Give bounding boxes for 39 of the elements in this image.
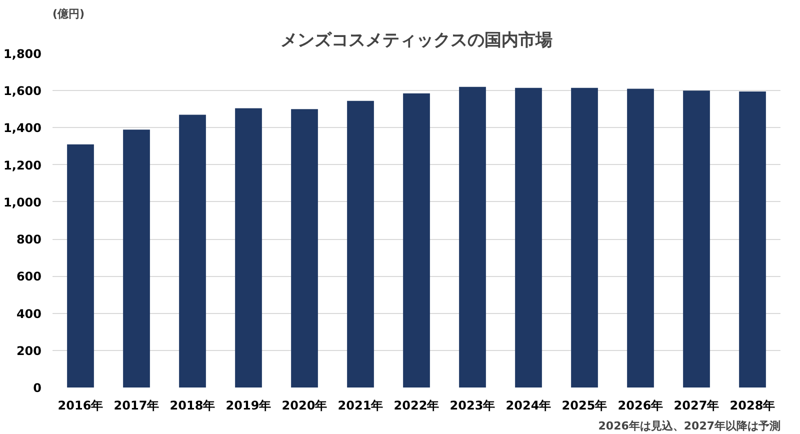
bar xyxy=(627,88,654,388)
y-tick-label: 1,000 xyxy=(4,195,42,210)
bar xyxy=(515,88,542,388)
bar xyxy=(459,86,486,388)
bar xyxy=(739,92,766,388)
y-tick-label: 600 xyxy=(16,270,42,284)
y-tick-label: 200 xyxy=(16,344,42,358)
x-tick-label: 2021年 xyxy=(338,398,384,412)
x-tick-label: 2028年 xyxy=(730,398,776,412)
x-tick-label: 2027年 xyxy=(674,398,720,412)
x-tick-label: 2026年 xyxy=(618,398,664,412)
bar xyxy=(403,93,430,388)
bar xyxy=(123,130,150,388)
bar xyxy=(291,109,318,388)
y-tick-label: 1,800 xyxy=(4,47,42,61)
y-axis-title: (億円) xyxy=(52,8,85,20)
x-tick-label: 2023年 xyxy=(450,398,496,412)
y-tick-label: 400 xyxy=(16,306,42,321)
bar xyxy=(179,114,206,388)
y-tick-label: 1,600 xyxy=(4,84,42,98)
y-tick-label: 0 xyxy=(33,381,42,395)
text: 2026年は見込、2027年以降は予測 xyxy=(598,420,781,432)
bar xyxy=(683,90,710,388)
y-tick-label: 800 xyxy=(16,232,42,247)
bar xyxy=(347,100,374,388)
x-tick-label: 2022年 xyxy=(394,398,440,412)
bar xyxy=(571,88,598,388)
x-tick-label: 2018年 xyxy=(170,398,216,412)
x-tick-label: 2024年 xyxy=(506,398,552,412)
x-tick-label: 2025年 xyxy=(562,398,608,412)
x-tick-label: 2017年 xyxy=(114,398,160,412)
x-tick-label: 2020年 xyxy=(282,398,328,412)
x-tick-label: 2016年 xyxy=(58,398,104,412)
x-tick-label: 2019年 xyxy=(226,398,272,412)
y-tick-label: 1,400 xyxy=(4,121,42,136)
bar xyxy=(67,144,94,388)
y-tick-label: 1,200 xyxy=(4,158,42,172)
bar xyxy=(235,108,262,388)
chart-title: メンズコスメティックスの国内市場 xyxy=(280,30,552,50)
